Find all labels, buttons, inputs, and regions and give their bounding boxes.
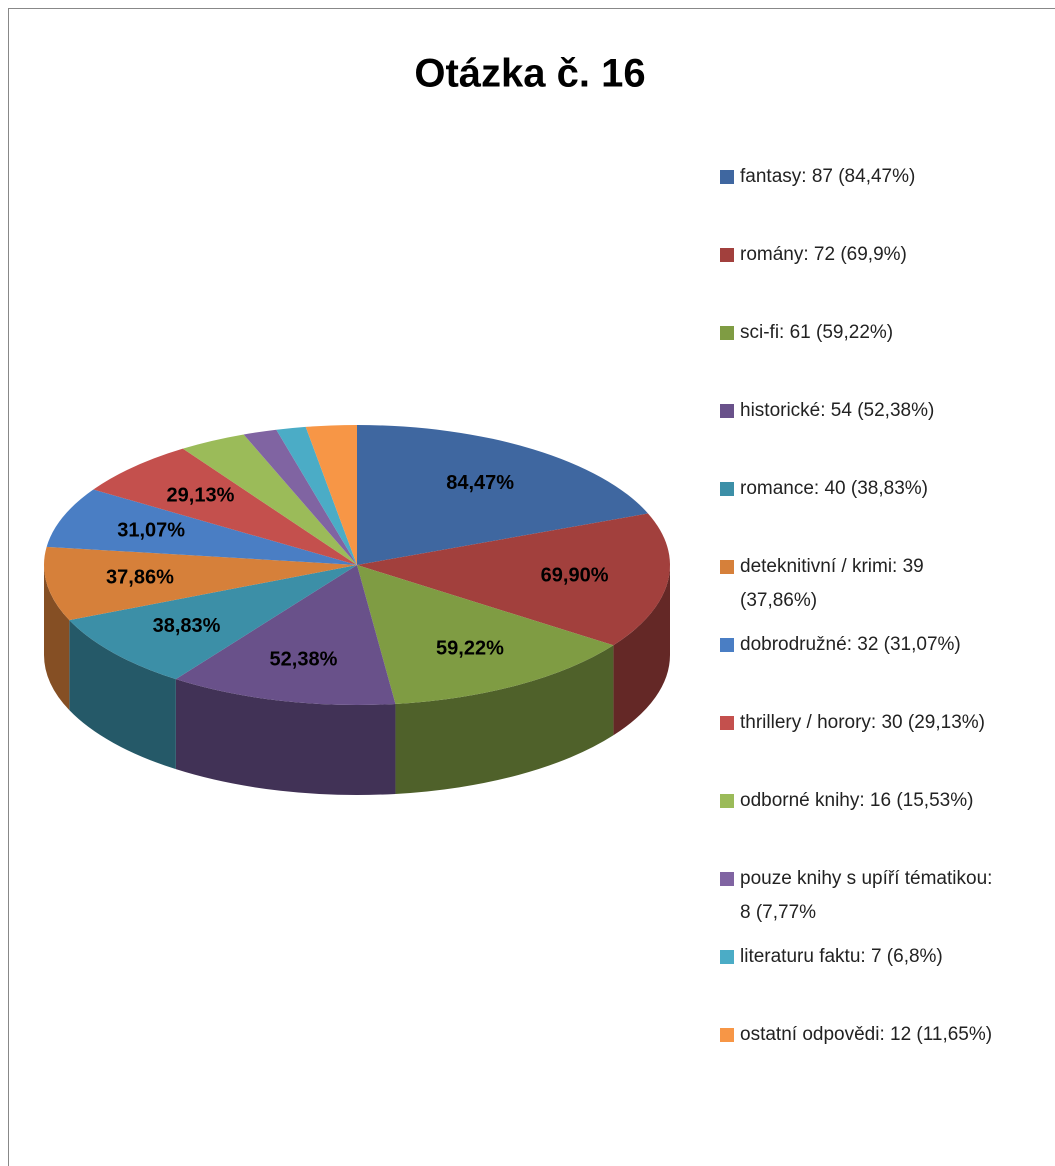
data-label: 59,22%	[436, 637, 504, 659]
legend-item: historické: 54 (52,38%)	[720, 394, 1002, 428]
data-label: 84,47%	[446, 472, 514, 494]
legend-label: dobrodružné: 32 (31,07%)	[740, 634, 961, 655]
legend-label: ostatní odpovědi: 12 (11,65%)	[740, 1024, 993, 1045]
slice-top	[305, 425, 357, 565]
slice-top	[182, 434, 357, 565]
data-label: 29,13%	[167, 485, 235, 507]
legend-item: ostatní odpovědi: 12 (11,65%)	[720, 1018, 1002, 1052]
slice-top	[357, 565, 614, 704]
data-label: 69,90%	[541, 565, 609, 587]
pie-slice	[46, 489, 358, 565]
slice-side	[69, 620, 176, 770]
pie-slice	[69, 565, 358, 770]
legend-label: romány: 72 (69,9%)	[740, 244, 907, 265]
legend-label: fantasy: 87 (84,47%)	[740, 166, 916, 187]
pie-slice	[93, 448, 358, 565]
data-label: 38,83%	[153, 615, 221, 637]
legend-swatch	[720, 1028, 734, 1042]
legend-swatch	[720, 248, 734, 262]
legend-item: thrillery / horory: 30 (29,13%)	[720, 706, 1002, 740]
slice-top	[93, 448, 358, 565]
slice-side	[175, 679, 396, 795]
chart-title: Otázka č. 16	[414, 52, 645, 96]
legend-swatch	[720, 716, 734, 730]
pie-slice	[175, 565, 396, 795]
slice-side	[613, 565, 670, 736]
legend-item: odborné knihy: 16 (15,53%)	[720, 784, 1002, 818]
legend-item: sci-fi: 61 (59,22%)	[720, 316, 1002, 350]
legend-item: romance: 40 (38,83%)	[720, 472, 1002, 506]
legend-label: romance: 40 (38,83%)	[740, 478, 928, 499]
data-label: 37,86%	[106, 567, 174, 589]
data-label: 31,07%	[117, 520, 185, 542]
slice-top	[69, 565, 358, 680]
legend-label: literaturu faktu: 7 (6,8%)	[740, 946, 943, 967]
slice-side	[395, 645, 614, 794]
legend-swatch	[720, 404, 734, 418]
slice-top	[357, 513, 671, 646]
pie-slice	[276, 426, 357, 565]
legend-item: pouze knihy s upíří tématikou: 8 (7,77%	[720, 862, 1002, 930]
legend-swatch	[720, 560, 734, 574]
pie-slice	[357, 425, 649, 565]
legend-item: dobrodružné: 32 (31,07%)	[720, 628, 1002, 662]
slice-top	[46, 489, 358, 565]
legend-swatch	[720, 326, 734, 340]
slice-top	[357, 425, 649, 565]
legend-swatch	[720, 170, 734, 184]
legend-swatch	[720, 638, 734, 652]
pie-slice	[357, 565, 614, 794]
legend-item: fantasy: 87 (84,47%)	[720, 160, 1002, 194]
legend-label: odborné knihy: 16 (15,53%)	[740, 790, 974, 811]
legend-label: thrillery / horory: 30 (29,13%)	[740, 712, 985, 733]
legend-label: sci-fi: 61 (59,22%)	[740, 322, 894, 343]
slice-top	[243, 429, 357, 565]
legend-swatch	[720, 872, 734, 886]
slice-side	[44, 565, 70, 711]
legend-swatch	[720, 950, 734, 964]
pie-slice	[357, 513, 671, 736]
slice-top	[276, 426, 357, 565]
pie-slice	[182, 434, 357, 565]
data-label: 52,38%	[270, 648, 338, 670]
chart-frame	[8, 8, 1055, 1166]
legend-item: romány: 72 (69,9%)	[720, 238, 1002, 272]
legend-swatch	[720, 482, 734, 496]
legend-item: literaturu faktu: 7 (6,8%)	[720, 940, 1002, 974]
legend-label: pouze knihy s upíří tématikou: 8 (7,77%	[740, 868, 993, 923]
pie-slice	[243, 429, 357, 565]
legend-swatch	[720, 794, 734, 808]
slice-top	[43, 546, 358, 621]
legend-label: deteknitivní / krimi: 39 (37,86%)	[740, 556, 924, 611]
pie-slice	[305, 425, 357, 565]
slice-top	[175, 565, 396, 706]
pie-slice	[43, 546, 358, 711]
legend-item: deteknitivní / krimi: 39 (37,86%)	[720, 550, 1002, 618]
legend-label: historické: 54 (52,38%)	[740, 400, 935, 421]
